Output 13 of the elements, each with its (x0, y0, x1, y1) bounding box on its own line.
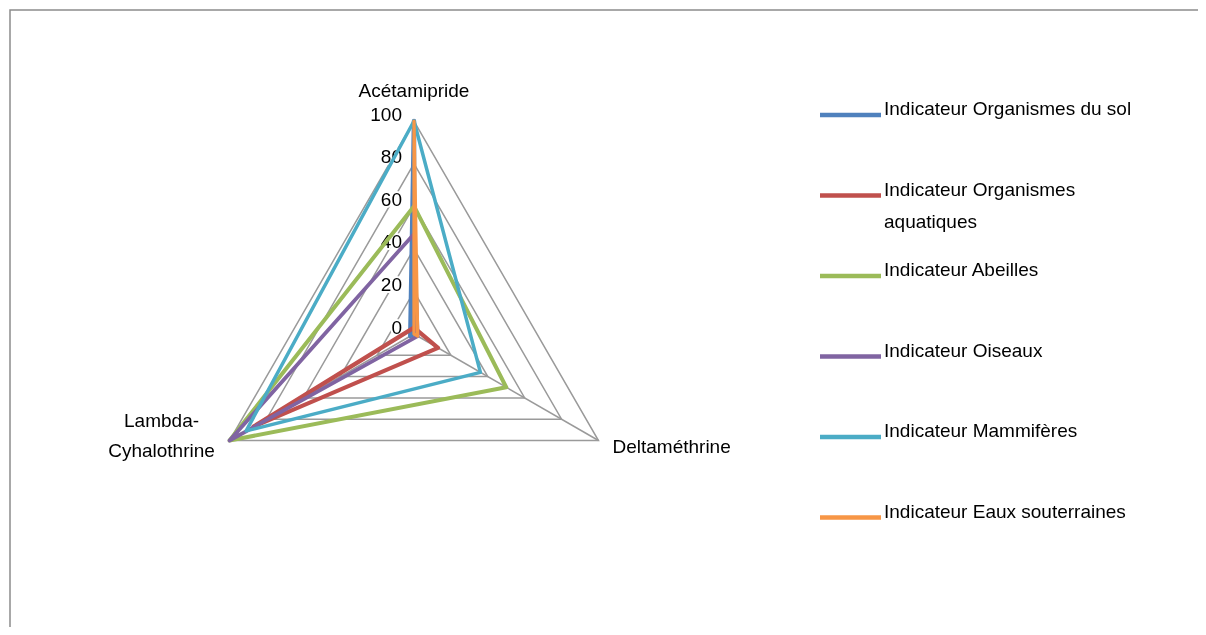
spoke-label: Acétamipride (358, 80, 470, 101)
spoke-label: Deltaméthrine (612, 435, 731, 457)
y-tick-label: 0 (391, 316, 402, 338)
spoke-label: Lambda-Cyhalothrine (108, 409, 215, 461)
legend-label: Indicateur Abeilles (884, 259, 1039, 280)
legend-label: Indicateur Oiseaux (884, 339, 1043, 361)
legend-label: Indicateur Organismes aquatiques (884, 178, 1076, 232)
y-tick-label: 100 (370, 103, 402, 125)
y-tick-label: 60 (380, 188, 402, 210)
legend-label: Indicateur Organismes du sol (884, 98, 1132, 119)
y-tick-label: 20 (380, 274, 402, 296)
legend-label: Indicateur Mammifères (884, 420, 1078, 441)
legend-label: Indicateur Eaux souterraines (884, 500, 1126, 522)
